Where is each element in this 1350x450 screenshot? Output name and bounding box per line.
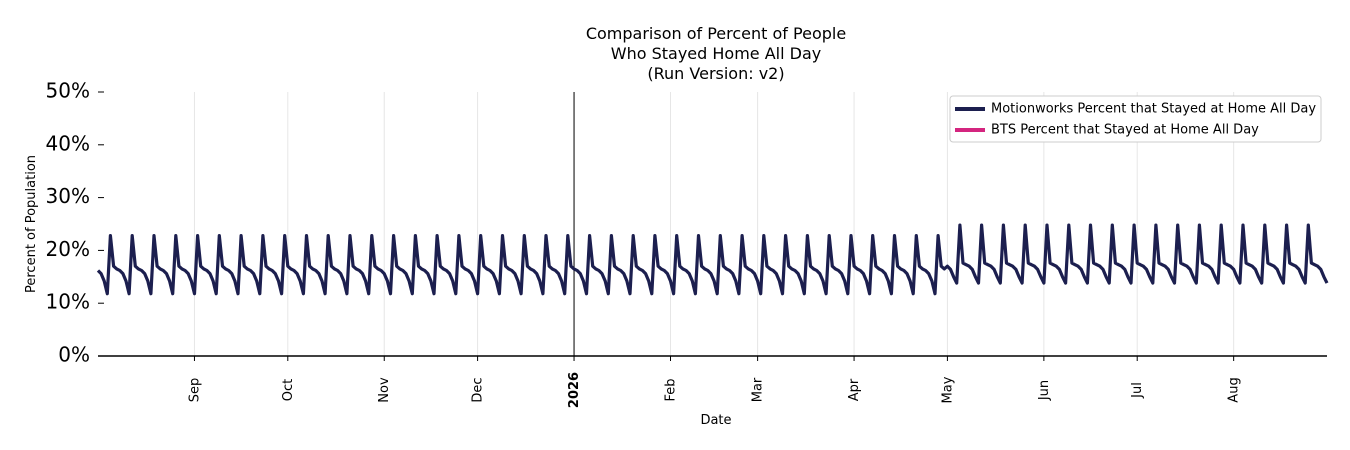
y-axis-label: Percent of Population [24, 155, 39, 293]
y-tick-label: 20% [46, 237, 90, 261]
legend: Motionworks Percent that Stayed at Home … [949, 95, 1322, 143]
y-tick-label: 50% [46, 79, 90, 103]
x-tick-label: Jun [1037, 380, 1052, 401]
x-tick-label: Nov [377, 377, 392, 403]
chart-title-line-3: (Run Version: v2) [647, 64, 784, 83]
y-tick-label: 0% [58, 343, 90, 367]
y-tick-label: 10% [46, 290, 90, 314]
x-tick-label: May [940, 376, 955, 403]
x-tick-label: Apr [847, 378, 862, 401]
y-tick-label: 30% [46, 184, 90, 208]
x-tick-label: Jul [1130, 382, 1145, 399]
chart-title: Comparison of Percent of People Who Stay… [586, 24, 846, 83]
x-tick-label: Mar [751, 377, 766, 402]
x-tick-label: Feb [663, 378, 678, 401]
x-tick-label: Dec [471, 377, 486, 402]
legend-label-motionworks: Motionworks Percent that Stayed at Home … [991, 102, 1316, 117]
legend-box [949, 95, 1322, 143]
series-line-0 [96, 223, 1329, 296]
axis-layer: Sep Oct Nov Dec 2026 Feb Mar Apr May Jun Jul Aug 0% 1… [46, 79, 1327, 408]
chart-title-line-2: Who Stayed Home All Day [611, 44, 821, 63]
y-tick-label: 40% [46, 131, 90, 155]
x-tick-label: Sep [187, 378, 202, 403]
legend-label-bts: BTS Percent that Stayed at Home All Day [991, 123, 1259, 138]
chart-title-line-1: Comparison of Percent of People [586, 24, 846, 43]
x-axis-label: Date [700, 413, 731, 428]
x-tick-label: Oct [281, 379, 296, 401]
x-tick-label: 2026 [567, 372, 582, 408]
x-tick-label: Aug [1227, 377, 1242, 402]
series-layer [96, 223, 1329, 296]
